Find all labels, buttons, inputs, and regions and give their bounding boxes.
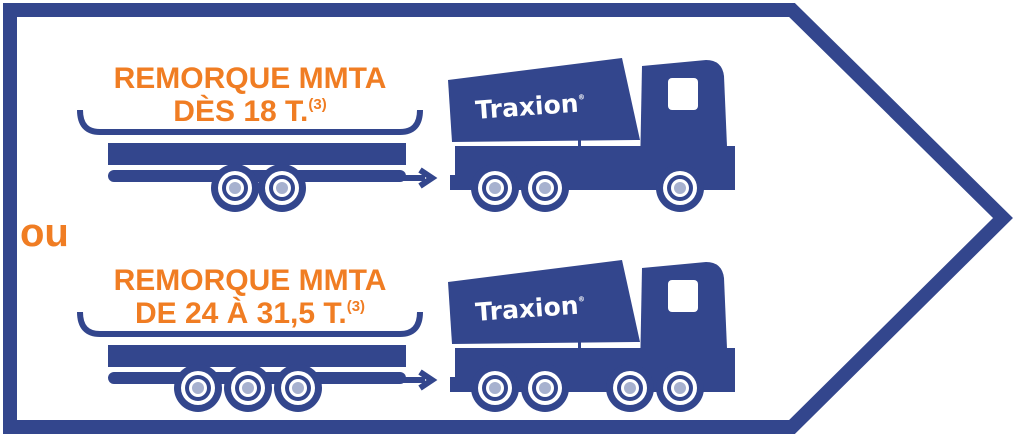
sign: REMORQUE MMTA DÈS 18 T.(3) Traxion® ou R…	[0, 0, 1017, 437]
option-weight: DE 24 À 31,5 T.(3)	[135, 296, 365, 330]
separator: ou	[20, 211, 69, 255]
option-title: REMORQUE MMTA	[114, 62, 387, 95]
option-weight: DÈS 18 T.(3)	[173, 94, 326, 128]
option-title: REMORQUE MMTA	[114, 264, 387, 297]
